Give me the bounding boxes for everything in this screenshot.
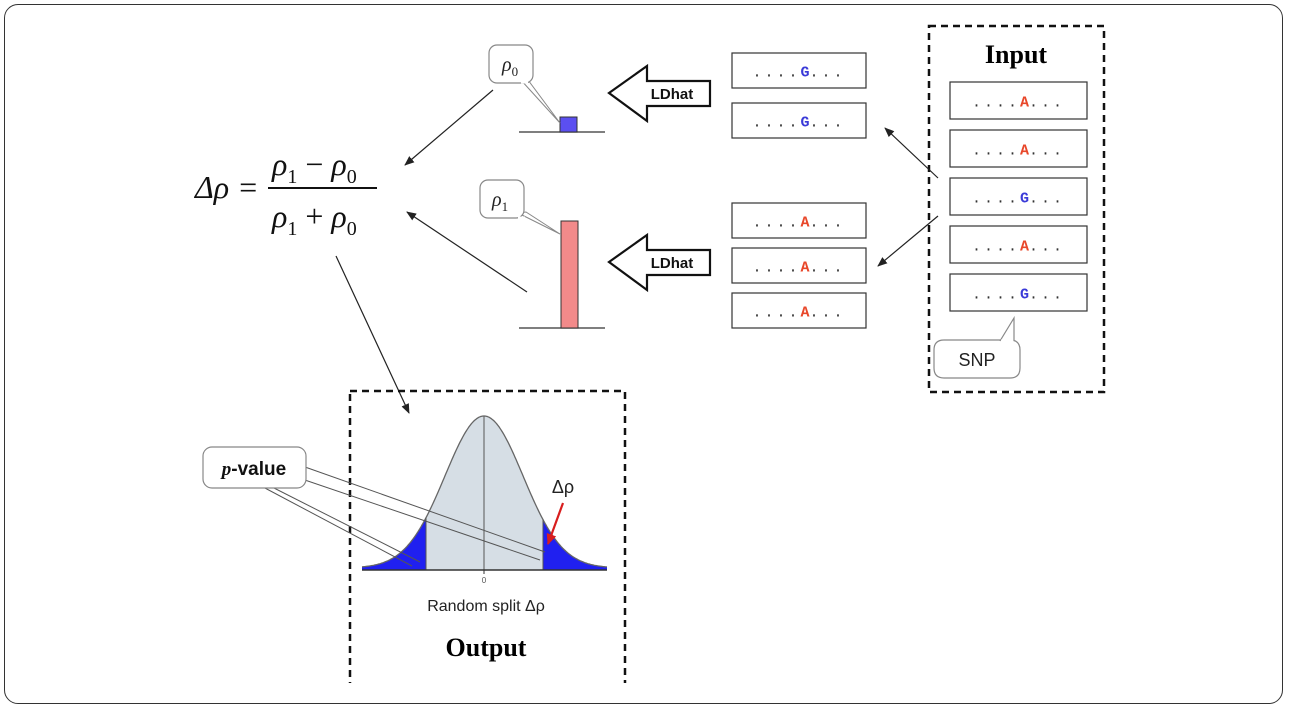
rho0-callout: ρ0	[488, 44, 561, 124]
allele-letter: A	[800, 260, 809, 277]
a-sequence-3-text: ....A...	[752, 305, 845, 322]
a-sequence-2: ....A...	[731, 247, 867, 284]
input-sequence-3-text: ....G...	[972, 191, 1065, 208]
allele-letter: G	[1020, 287, 1029, 304]
a-sequence-2-text: ....A...	[752, 260, 845, 277]
rho0-histogram	[519, 116, 605, 133]
observed-delta-rho-label: Δρ	[552, 477, 574, 497]
g-sequence-2-text: ....G...	[752, 115, 845, 132]
rho1-callout-symbol: ρ	[491, 189, 502, 211]
arrow-formula-to-output	[335, 255, 410, 414]
input-sequence-2: ....A...	[949, 129, 1088, 168]
x-axis-tick-label: 0	[482, 576, 487, 585]
allele-letter: G	[800, 65, 809, 82]
output-xlabel: Random split Δρ	[427, 598, 545, 615]
rho0-callout-symbol: ρ	[501, 54, 512, 76]
diagram-svg: Input ....A... ....A... ....G... ....A.....…	[193, 24, 1106, 683]
allele-letter: A	[1020, 239, 1029, 256]
allele-letter: A	[1020, 143, 1029, 160]
g-sequence-1-text: ....G...	[752, 65, 845, 82]
a-sequence-1: ....A...	[731, 202, 867, 239]
p-value-callout: p-value	[202, 446, 546, 567]
input-sequence-2-text: ....A...	[972, 143, 1065, 160]
formula-denominator: ρ1 + ρ0	[271, 198, 357, 240]
rho0-bar	[559, 116, 578, 133]
input-sequence-4-text: ....A...	[972, 239, 1065, 256]
rho1-bar	[560, 220, 579, 329]
rho1-callout-sub: 1	[502, 199, 509, 214]
arrow-input-to-a-group	[877, 215, 939, 267]
input-sequence-1: ....A...	[949, 81, 1088, 120]
svg-text:ρ0: ρ0	[501, 54, 518, 79]
allele-letter: A	[1020, 95, 1029, 112]
diagram-canvas: Input ....A... ....A... ....G... ....A.....…	[4, 4, 1283, 704]
g-sequence-2: ....G...	[731, 102, 867, 139]
arrow-input-to-g-group	[884, 127, 939, 179]
a-sequence-3: ....A...	[731, 292, 867, 329]
input-sequence-5: ....G...	[949, 273, 1088, 312]
a-sequence-1-text: ....A...	[752, 215, 845, 232]
p-value-rest: -value	[231, 459, 286, 480]
ldhat-arrow-bottom: LDhat	[607, 232, 712, 293]
allele-letter: G	[1020, 191, 1029, 208]
output-title: Output	[446, 633, 527, 662]
formula-numerator: ρ1− ρ0	[271, 146, 357, 188]
a-allele-sequence-group: ....A... ....A... ....A...	[731, 202, 867, 329]
output-panel: 0 Random split Δρ Output Δρ	[348, 389, 627, 683]
formula-lhs: Δρ =	[193, 169, 259, 205]
arrow-rho1-to-formula	[406, 211, 528, 293]
g-allele-sequence-group: ....G... ....G...	[731, 52, 867, 139]
svg-text:p-value: p-value	[220, 459, 286, 480]
ldhat-arrow-top: LDhat	[607, 63, 712, 124]
snp-callout-label: SNP	[958, 350, 995, 370]
left-tail-area	[362, 517, 426, 570]
rho0-callout-sub: 0	[512, 64, 519, 79]
ldhat-label-bottom: LDhat	[651, 255, 694, 272]
snp-callout: SNP	[933, 315, 1021, 379]
p-value-italic: p	[220, 459, 232, 480]
allele-letter: A	[800, 305, 809, 322]
input-panel: Input ....A... ....A... ....G... ....A.....…	[927, 24, 1106, 394]
ldhat-label-top: LDhat	[651, 86, 694, 103]
allele-letter: G	[800, 115, 809, 132]
arrow-rho0-to-formula	[404, 89, 494, 166]
rho1-callout: ρ1	[479, 179, 561, 235]
input-sequence-5-text: ....G...	[972, 287, 1065, 304]
input-sequence-3: ....G...	[949, 177, 1088, 216]
allele-letter: A	[800, 215, 809, 232]
observed-delta-rho-arrow	[546, 502, 565, 545]
input-sequence-1-text: ....A...	[972, 95, 1065, 112]
input-title: Input	[985, 40, 1047, 69]
g-sequence-1: ....G...	[731, 52, 867, 89]
input-sequence-list: ....A... ....A... ....G... ....A... ....G...	[949, 81, 1088, 312]
right-tail-area	[543, 519, 607, 570]
delta-rho-formula: Δρ = ρ1− ρ0 ρ1 + ρ0	[193, 146, 377, 240]
svg-text:ρ1: ρ1	[491, 189, 508, 214]
input-sequence-4: ....A...	[949, 225, 1088, 264]
rho1-histogram	[519, 220, 605, 329]
